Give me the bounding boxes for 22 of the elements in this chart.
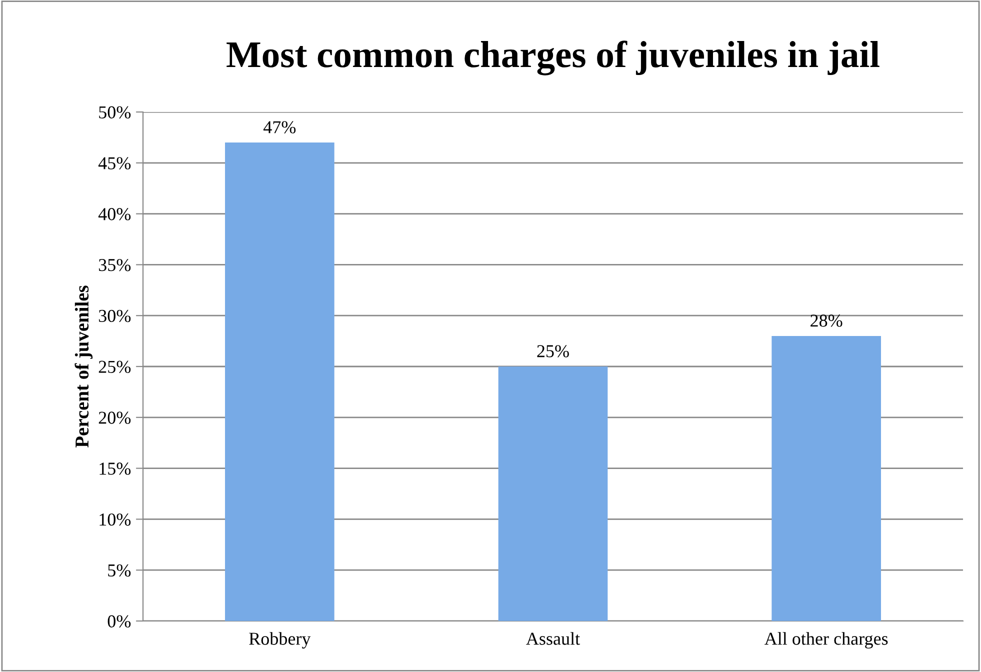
- bar: [225, 142, 334, 621]
- bar: [498, 366, 608, 621]
- x-tick-label: Robbery: [249, 632, 311, 649]
- y-tick-label: 30%: [98, 310, 131, 322]
- data-label: 28%: [810, 314, 842, 327]
- bar: [772, 336, 881, 621]
- y-tick-label: 45%: [98, 157, 131, 170]
- data-label: 25%: [537, 345, 569, 358]
- chart-title: Most common charges of juveniles in jail: [226, 40, 880, 76]
- data-label: 47%: [263, 121, 296, 134]
- x-tick-label: Assault: [526, 632, 580, 645]
- y-tick-label: 0%: [108, 615, 131, 628]
- y-tick-label: 50%: [99, 106, 131, 118]
- y-tick-label: 25%: [98, 360, 131, 373]
- y-tick-label: 40%: [98, 208, 131, 220]
- y-tick-label: 35%: [98, 258, 131, 272]
- y-tick-label: 15%: [100, 462, 131, 475]
- y-tick-label: 5%: [108, 564, 131, 577]
- x-tick-label: All other charges: [764, 632, 888, 649]
- y-tick-label: 10%: [100, 513, 131, 526]
- y-axis-title: Percent of juveniles: [74, 286, 93, 448]
- y-tick-label: 20%: [98, 412, 131, 424]
